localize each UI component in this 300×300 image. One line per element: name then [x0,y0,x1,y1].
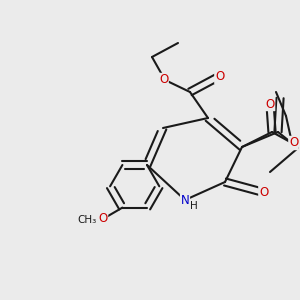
Text: CH₃: CH₃ [77,214,97,225]
Text: O: O [266,98,274,110]
Text: O: O [289,136,298,149]
Text: O: O [159,74,168,86]
Text: O: O [98,212,107,225]
Text: O: O [215,70,224,83]
Text: O: O [259,185,268,199]
Text: H: H [190,201,197,211]
Text: N: N [181,194,189,206]
